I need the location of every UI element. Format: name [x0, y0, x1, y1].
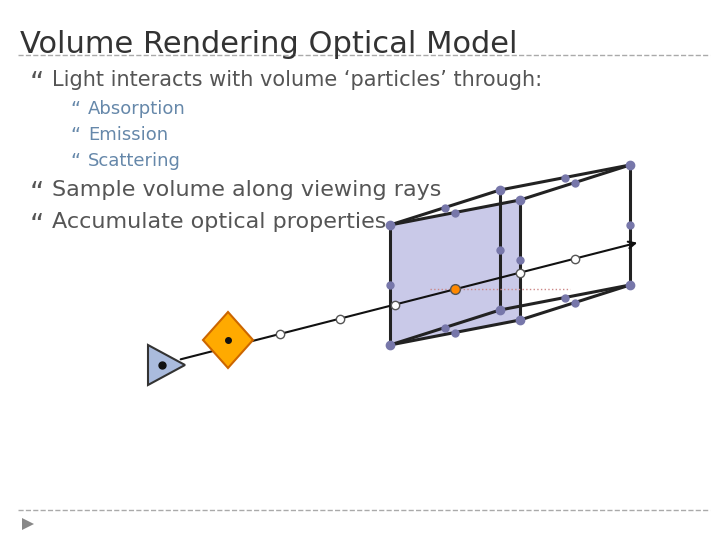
- Text: “: “: [70, 152, 80, 171]
- Text: Scattering: Scattering: [88, 152, 181, 170]
- Text: “: “: [70, 100, 80, 119]
- Text: Absorption: Absorption: [88, 100, 186, 118]
- Text: “: “: [30, 180, 45, 208]
- Text: Sample volume along viewing rays: Sample volume along viewing rays: [52, 180, 441, 200]
- Text: Volume Rendering Optical Model: Volume Rendering Optical Model: [20, 30, 518, 59]
- Text: Accumulate optical properties: Accumulate optical properties: [52, 212, 387, 232]
- Polygon shape: [203, 312, 253, 368]
- Text: “: “: [70, 126, 80, 145]
- Polygon shape: [390, 200, 520, 345]
- Text: Light interacts with volume ‘particles’ through:: Light interacts with volume ‘particles’ …: [52, 70, 542, 90]
- Text: Emission: Emission: [88, 126, 168, 144]
- Polygon shape: [22, 518, 34, 530]
- Text: “: “: [30, 212, 45, 240]
- Polygon shape: [148, 345, 185, 385]
- Text: “: “: [30, 70, 45, 98]
